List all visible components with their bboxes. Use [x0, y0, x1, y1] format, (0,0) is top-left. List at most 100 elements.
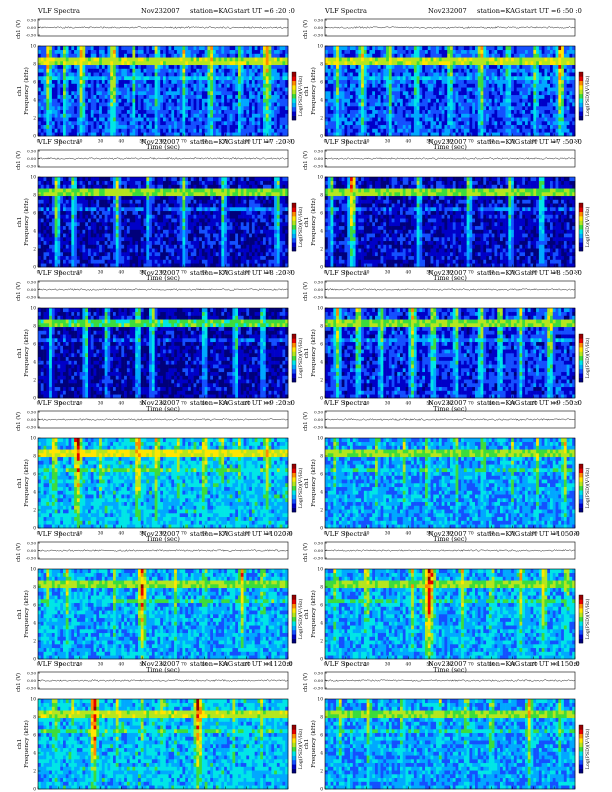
- spectrogram-cell: [138, 72, 141, 76]
- spectrogram-cell: [82, 132, 85, 136]
- spectrogram-cell: [74, 80, 77, 84]
- spectrogram-cell: [224, 57, 227, 61]
- spectrogram-cell: [199, 91, 202, 95]
- spectrogram-cell: [66, 87, 69, 91]
- spectrogram-cell: [116, 76, 119, 80]
- spectrogram-cell: [105, 106, 108, 110]
- spectrogram-cell: [188, 129, 191, 133]
- spectrogram-cell: [96, 50, 99, 54]
- spectrogram-cell: [44, 132, 47, 136]
- spectrogram-cell: [94, 50, 97, 54]
- spectrogram-cell: [57, 50, 60, 54]
- spectrogram-cell: [194, 61, 197, 65]
- spectrogram-cell: [188, 76, 191, 80]
- spectrogram-cell: [99, 106, 102, 110]
- spectrogram-cell: [152, 125, 155, 129]
- spectrogram-cell: [71, 54, 74, 58]
- spectrogram-cell: [196, 87, 199, 91]
- spectrogram-cell: [77, 80, 80, 84]
- spectrogram-cell: [107, 57, 110, 61]
- spectrogram-cell: [169, 50, 172, 54]
- spectrogram-cell: [169, 121, 172, 125]
- spectrogram-cell: [110, 69, 113, 73]
- spectrogram-cell: [182, 61, 185, 65]
- spectrogram-cell: [96, 99, 99, 103]
- spectrogram-cell: [199, 117, 202, 121]
- spectrogram-cell: [74, 76, 77, 80]
- spectrogram-cell: [216, 87, 219, 91]
- spectrogram-cell: [216, 132, 219, 136]
- spectrogram-cell: [60, 106, 63, 110]
- spectrogram-cell: [91, 95, 94, 99]
- spectrogram-cell: [199, 121, 202, 125]
- spectrogram-cell: [132, 46, 135, 50]
- spectrogram-cell: [102, 57, 105, 61]
- spectrogram-cell: [205, 125, 208, 129]
- spectrogram-cell: [146, 50, 149, 54]
- spectrogram-cell: [88, 84, 91, 88]
- spectrogram-cell: [171, 65, 174, 69]
- spectrogram-cell: [163, 117, 166, 121]
- spectrogram-cell: [77, 54, 80, 58]
- spectrogram-cell: [185, 84, 188, 88]
- spectrogram-cell: [119, 121, 122, 125]
- spectrogram-cell: [182, 121, 185, 125]
- spectrogram-cell: [149, 121, 152, 125]
- spectrogram-cell: [199, 57, 202, 61]
- spectrogram-cell: [57, 91, 60, 95]
- spectrogram-cell: [177, 91, 180, 95]
- spectrogram-cell: [124, 69, 127, 73]
- spectrogram-cell: [69, 72, 72, 76]
- spectrogram-cell: [49, 99, 52, 103]
- spectrogram-cell: [121, 69, 124, 73]
- spectrogram-cell: [91, 69, 94, 73]
- spectrogram-cell: [46, 114, 49, 118]
- spectrogram-cell: [69, 76, 72, 80]
- spectrogram-cell: [119, 129, 122, 133]
- spectrogram-cell: [146, 80, 149, 84]
- spectrogram-cell: [221, 102, 224, 106]
- spectrogram-cell: [71, 91, 74, 95]
- spectrogram-cell: [74, 91, 77, 95]
- spectrogram-cell: [127, 69, 130, 73]
- spectrogram-cell: [132, 76, 135, 80]
- spectrogram-cell: [224, 87, 227, 91]
- spectrogram-cell: [96, 110, 99, 114]
- trace-tick-label: -0.50: [26, 33, 37, 38]
- spectrogram-cell: [163, 76, 166, 80]
- spectrogram-cell: [216, 99, 219, 103]
- spectrogram-cell: [185, 99, 188, 103]
- spectrogram-cell: [119, 84, 122, 88]
- spectrogram-cell: [57, 110, 60, 114]
- spectrogram-cell: [49, 76, 52, 80]
- spectrogram-cell: [77, 125, 80, 129]
- spectrogram-cell: [207, 72, 210, 76]
- spectrogram-cell: [96, 117, 99, 121]
- spectrogram-cell: [107, 129, 110, 133]
- spectrogram-cell: [107, 72, 110, 76]
- spectrogram-cell: [77, 46, 80, 50]
- spectrogram-cell: [144, 132, 147, 136]
- spectrogram-cell: [188, 57, 191, 61]
- spectrogram-cell: [185, 125, 188, 129]
- spectrogram-cell: [44, 87, 47, 91]
- spectrogram-cell: [166, 57, 169, 61]
- spectrogram-cell: [105, 80, 108, 84]
- spectrogram-cell: [132, 91, 135, 95]
- spectrogram-cell: [135, 114, 138, 118]
- spectrogram-cell: [74, 102, 77, 106]
- spectrogram-cell: [221, 54, 224, 58]
- spectrogram-cell: [174, 129, 177, 133]
- spectrogram-cell: [55, 125, 58, 129]
- spectrogram-cell: [66, 125, 69, 129]
- spectrogram-cell: [121, 95, 124, 99]
- spectrogram-cell: [94, 102, 97, 106]
- spectrogram-cell: [44, 95, 47, 99]
- spectrogram-cell: [52, 125, 55, 129]
- spectrogram-cell: [210, 125, 213, 129]
- spectrogram-cell: [96, 87, 99, 91]
- spectrogram-cell: [152, 117, 155, 121]
- spectrogram-cell: [88, 121, 91, 125]
- spectrogram-cell: [144, 106, 147, 110]
- spectrogram-cell: [49, 125, 52, 129]
